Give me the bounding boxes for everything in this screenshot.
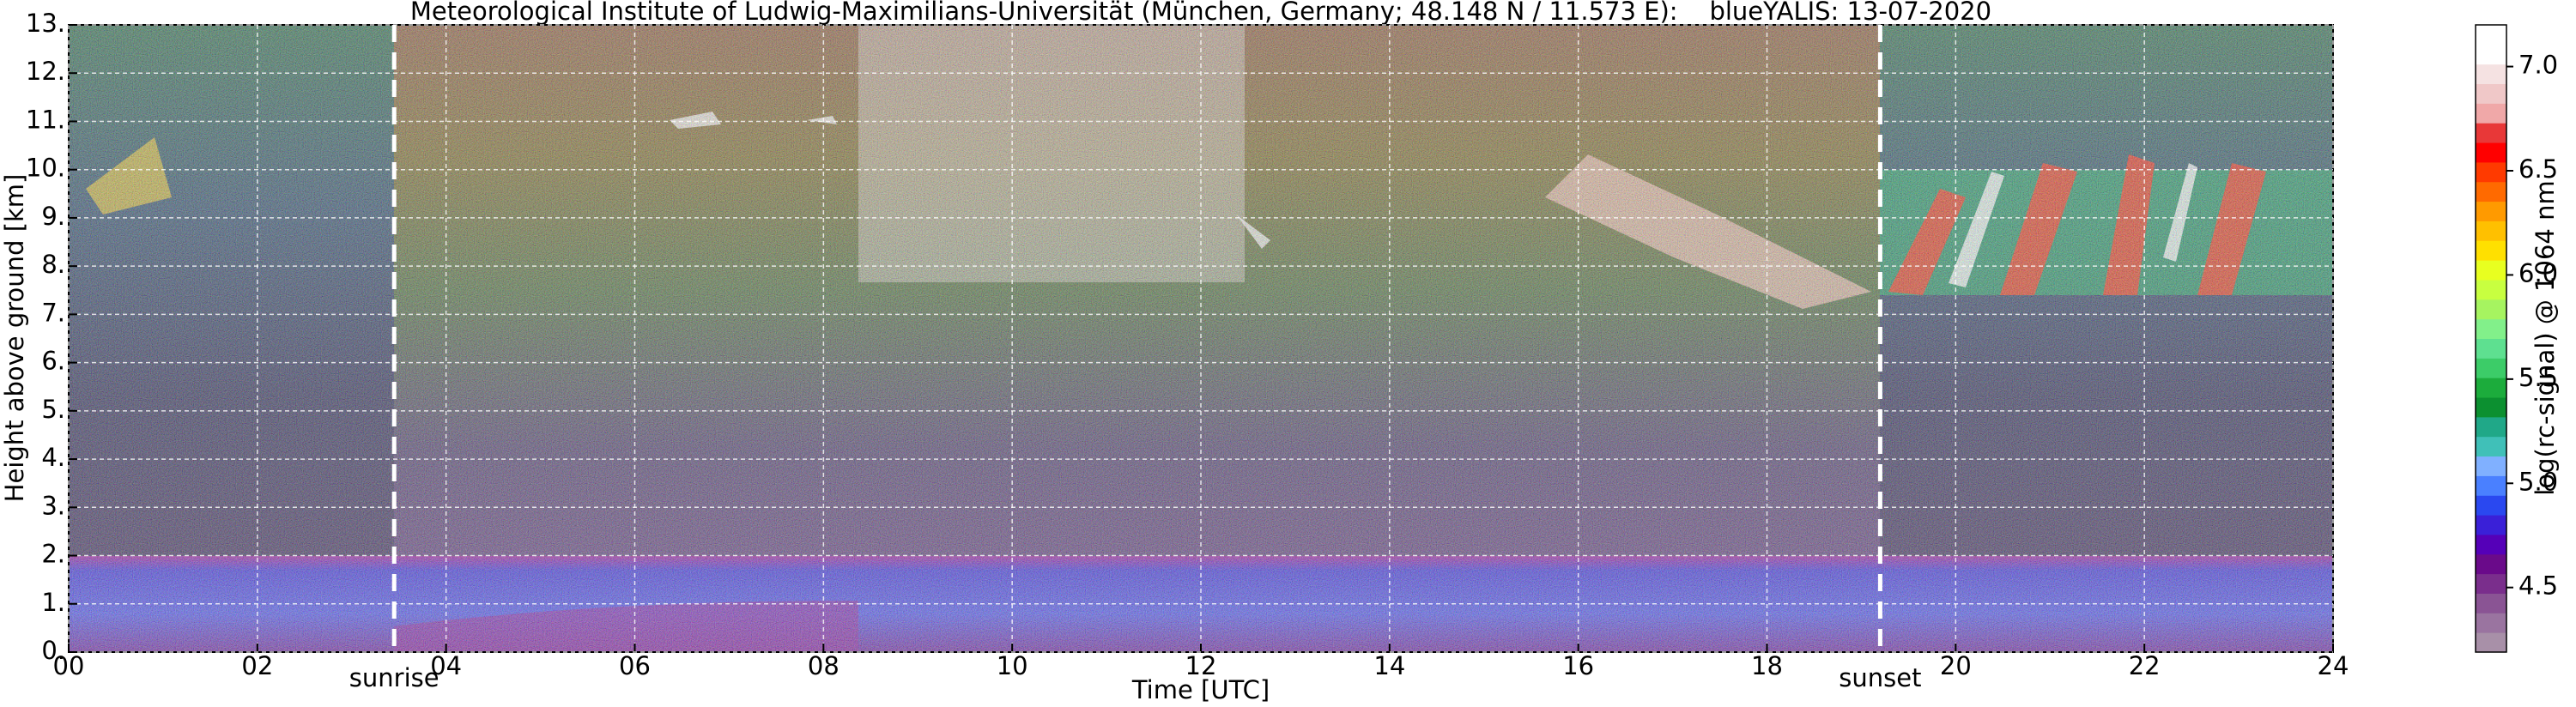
x-tick-label: 16 — [1562, 651, 1594, 680]
chart-title: Meteorological Institute of Ludwig-Maxim… — [410, 0, 1991, 26]
colorbar-cell — [2476, 495, 2506, 516]
y-tick-label: 8. — [41, 250, 65, 279]
colorbar-cell — [2476, 515, 2506, 535]
colorbar-tick-label: 4.5 — [2518, 571, 2558, 601]
x-axis-label: Time [UTC] — [1131, 675, 1270, 704]
y-tick-label: 0. — [41, 636, 65, 665]
x-tick-label: 24 — [2318, 651, 2349, 680]
colorbar-cell — [2476, 44, 2506, 65]
x-tick-label: 14 — [1373, 651, 1405, 680]
x-tick-label: 10 — [997, 651, 1028, 680]
colorbar-cell — [2476, 63, 2506, 85]
y-tick-label: 10. — [26, 154, 65, 183]
colorbar-label: log(rc-signal) @ 1064 nm — [2531, 180, 2560, 495]
y-tick-label: 4. — [41, 443, 65, 472]
colorbar-cell — [2476, 161, 2506, 183]
annotation-label: sunrise — [349, 663, 439, 692]
y-tick-label: 1. — [41, 588, 65, 617]
colorbar-tick-label: 7.0 — [2518, 51, 2558, 80]
colorbar-cell — [2476, 593, 2506, 613]
y-tick-label: 13. — [26, 9, 65, 38]
x-tick-label: 20 — [1940, 651, 1972, 680]
y-tick-label: 7. — [41, 298, 65, 327]
colorbar-cell — [2476, 201, 2506, 221]
y-tick-label: 12. — [26, 57, 65, 86]
x-tick-label: 04 — [430, 651, 462, 680]
y-tick-label: 2. — [41, 540, 65, 569]
colorbar-cell — [2476, 397, 2506, 418]
x-tick-label: 22 — [2129, 651, 2161, 680]
colorbar-cell — [2476, 358, 2506, 378]
colorbar-cell — [2476, 103, 2506, 124]
y-axis-label: Height above ground [km] — [0, 174, 29, 503]
annotation-label: sunset — [1839, 663, 1921, 692]
colorbar-tick-label: 6.0 — [2518, 258, 2558, 287]
colorbar-cell — [2476, 338, 2506, 359]
x-tick-label: 08 — [808, 651, 839, 680]
y-tick-label: 11. — [26, 105, 65, 134]
colorbar-cell — [2476, 553, 2506, 575]
y-tick-label: 3. — [41, 491, 65, 520]
x-tick-label: 06 — [619, 651, 651, 680]
colorbar-tick-label: 6.5 — [2518, 154, 2558, 184]
y-tick-label: 5. — [41, 395, 65, 424]
x-tick-label: 02 — [241, 651, 273, 680]
colorbar-tick-label: 5.5 — [2518, 363, 2558, 392]
colorbar-cell — [2476, 378, 2506, 398]
y-tick-label: 6. — [41, 347, 65, 376]
colorbar-cell — [2476, 416, 2506, 438]
colorbar-cell — [2476, 221, 2506, 241]
colorbar-cell — [2476, 142, 2506, 163]
colorbar-cell — [2476, 240, 2506, 261]
colorbar-cell — [2476, 534, 2506, 555]
colorbar-cell — [2476, 181, 2506, 202]
colorbar-cell — [2476, 436, 2506, 457]
colorbar-cell — [2476, 318, 2506, 339]
colorbar-frame — [2475, 24, 2507, 653]
colorbar-cell — [2476, 632, 2506, 653]
colorbar-cell — [2476, 456, 2506, 476]
colorbar-cell — [2476, 260, 2506, 281]
colorbar-cell — [2476, 299, 2506, 320]
colorbar-cell — [2476, 475, 2506, 496]
x-tick-label: 18 — [1751, 651, 1783, 680]
x-tick-label: 00 — [53, 651, 85, 680]
colorbar-cell — [2476, 613, 2506, 633]
x-tick-label: 12 — [1185, 651, 1217, 680]
colorbar-cell — [2476, 573, 2506, 594]
colorbar-cell — [2476, 25, 2506, 45]
colorbar-cell — [2476, 83, 2506, 104]
colorbar-cell — [2476, 279, 2506, 300]
colorbar-tick-label: 5.0 — [2518, 467, 2558, 496]
y-tick-label: 9. — [41, 202, 65, 231]
colorbar-cell — [2476, 123, 2506, 143]
